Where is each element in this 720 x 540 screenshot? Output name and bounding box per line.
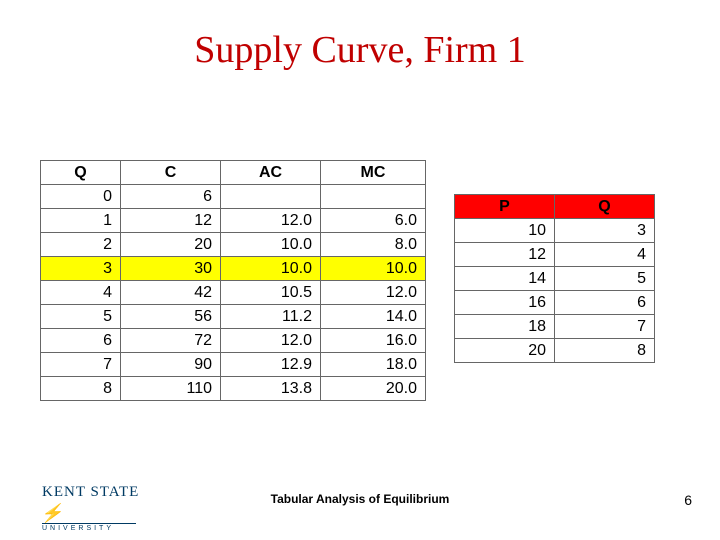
table-row: 79012.918.0 <box>41 353 426 377</box>
content-area: Q C AC MC 0611212.06.022010.08.033010.01… <box>40 160 696 401</box>
table-cell: 12.0 <box>321 281 426 305</box>
lightning-icon: ⚡ <box>40 503 68 524</box>
page-title: Supply Curve, Firm 1 <box>0 0 720 72</box>
table-cell: 1 <box>41 209 121 233</box>
table-cell: 30 <box>121 257 221 281</box>
table-cell: 110 <box>121 377 221 401</box>
table-cell: 20 <box>121 233 221 257</box>
table-cell <box>221 185 321 209</box>
table-cell: 6 <box>555 291 655 315</box>
table-cell: 6 <box>41 329 121 353</box>
col-ac: AC <box>221 161 321 185</box>
page-number: 6 <box>684 492 692 508</box>
table-cell: 2 <box>41 233 121 257</box>
table-cell: 14 <box>455 267 555 291</box>
table-cell: 5 <box>41 305 121 329</box>
cost-table-header-row: Q C AC MC <box>41 161 426 185</box>
col-p: P <box>455 195 555 219</box>
table-cell: 3 <box>555 219 655 243</box>
table-row: 55611.214.0 <box>41 305 426 329</box>
table-cell: 10 <box>455 219 555 243</box>
supply-table-header-row: P Q <box>455 195 655 219</box>
table-cell: 10.0 <box>321 257 426 281</box>
table-cell: 16 <box>455 291 555 315</box>
table-cell: 20.0 <box>321 377 426 401</box>
footer: KENT STATE⚡ UNIVERSITY Tabular Analysis … <box>0 484 720 518</box>
table-row: 145 <box>455 267 655 291</box>
table-cell: 90 <box>121 353 221 377</box>
table-cell: 8.0 <box>321 233 426 257</box>
table-cell: 11.2 <box>221 305 321 329</box>
table-row: 06 <box>41 185 426 209</box>
table-cell: 6.0 <box>321 209 426 233</box>
table-row: 22010.08.0 <box>41 233 426 257</box>
table-row: 33010.010.0 <box>41 257 426 281</box>
table-cell: 7 <box>555 315 655 339</box>
table-cell: 12.9 <box>221 353 321 377</box>
table-cell: 16.0 <box>321 329 426 353</box>
table-cell: 12 <box>121 209 221 233</box>
table-row: 166 <box>455 291 655 315</box>
table-cell: 4 <box>555 243 655 267</box>
table-cell: 18 <box>455 315 555 339</box>
table-cell: 3 <box>41 257 121 281</box>
table-row: 124 <box>455 243 655 267</box>
table-cell: 13.8 <box>221 377 321 401</box>
table-cell: 0 <box>41 185 121 209</box>
cost-table: Q C AC MC 0611212.06.022010.08.033010.01… <box>40 160 426 401</box>
table-cell: 10.0 <box>221 233 321 257</box>
table-cell: 14.0 <box>321 305 426 329</box>
table-cell: 56 <box>121 305 221 329</box>
table-cell: 10.0 <box>221 257 321 281</box>
table-cell: 10.5 <box>221 281 321 305</box>
table-cell: 4 <box>41 281 121 305</box>
col-c: C <box>121 161 221 185</box>
table-row: 187 <box>455 315 655 339</box>
table-cell: 7 <box>41 353 121 377</box>
table-cell: 72 <box>121 329 221 353</box>
table-cell: 42 <box>121 281 221 305</box>
table-row: 67212.016.0 <box>41 329 426 353</box>
col-q2: Q <box>555 195 655 219</box>
table-cell: 18.0 <box>321 353 426 377</box>
table-cell <box>321 185 426 209</box>
table-row: 11212.06.0 <box>41 209 426 233</box>
table-cell: 12.0 <box>221 209 321 233</box>
supply-table: P Q 103124145166187208 <box>454 194 655 363</box>
col-q: Q <box>41 161 121 185</box>
table-row: 811013.820.0 <box>41 377 426 401</box>
table-cell: 6 <box>121 185 221 209</box>
table-row: 208 <box>455 339 655 363</box>
table-row: 44210.512.0 <box>41 281 426 305</box>
table-cell: 8 <box>41 377 121 401</box>
table-cell: 5 <box>555 267 655 291</box>
footer-text: Tabular Analysis of Equilibrium <box>0 492 720 506</box>
table-cell: 20 <box>455 339 555 363</box>
col-mc: MC <box>321 161 426 185</box>
table-cell: 12 <box>455 243 555 267</box>
table-cell: 12.0 <box>221 329 321 353</box>
table-cell: 8 <box>555 339 655 363</box>
table-row: 103 <box>455 219 655 243</box>
logo-line2: UNIVERSITY <box>42 523 136 532</box>
